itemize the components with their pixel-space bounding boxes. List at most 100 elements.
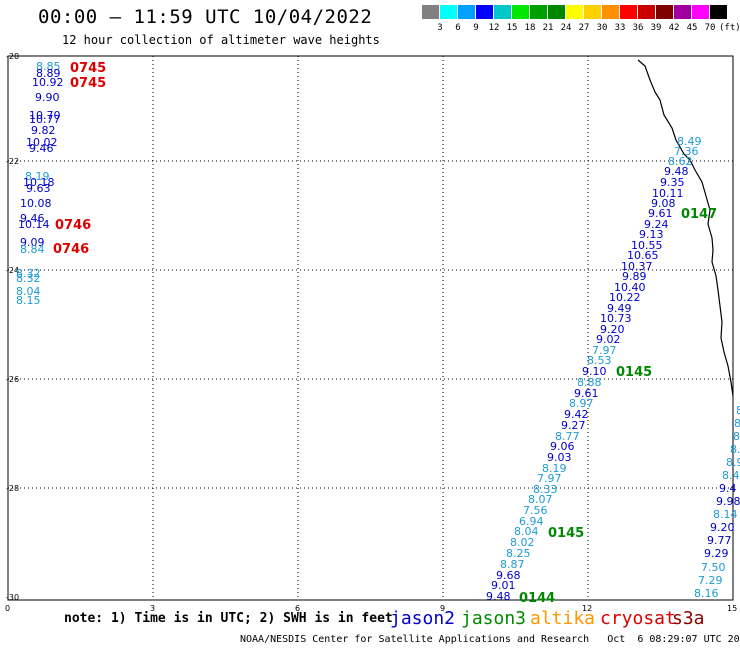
legend-unit: (ft) (719, 23, 740, 33)
satellite-label-altika: altika (530, 608, 596, 629)
legend-swatch (692, 5, 709, 19)
swh-value: 9.24 (644, 218, 669, 231)
legend-label: 27 (578, 23, 590, 33)
swh-value: 9.06 (550, 440, 575, 453)
pass-time: 0145 (616, 365, 652, 380)
map-frame (7, 55, 734, 601)
right-observations: 8 8 8 8. 8.9 8.4 9.4 9.98 8.14 9.20 9.77… (694, 404, 740, 600)
chart-subtitle: 12 hour collection of altimeter wave hei… (62, 33, 380, 47)
legend-swatch (674, 5, 691, 19)
legend-label: 36 (632, 23, 644, 33)
x-axis-label: 15 (727, 604, 737, 613)
legend-swatch (566, 5, 583, 19)
swh-value: 9.82 (31, 124, 56, 137)
swh-value: 8 (734, 417, 740, 430)
swh-value: 9.90 (35, 91, 60, 104)
pass-time: 0746 (53, 242, 89, 257)
swh-value: 9.46 (20, 212, 45, 225)
y-axis-label: -26 (6, 375, 19, 384)
legend-swatch (602, 5, 619, 19)
swh-value: 9.63 (26, 182, 51, 195)
legend-swatch (440, 5, 457, 19)
swh-value: 8.02 (510, 536, 535, 549)
swh-value: 8.85 (36, 60, 61, 73)
y-axis-label: -22 (6, 157, 19, 166)
swh-value: 8.14 (713, 508, 738, 521)
swh-value: 8.15 (16, 294, 41, 307)
pass-times: 0745 0745 0746 0746 0147 0145 0145 0144 (53, 61, 717, 606)
legend-swatch (620, 5, 637, 19)
legend-swatch (494, 5, 511, 19)
swh-value: 8.4 (722, 469, 740, 482)
swh-value: 7.29 (698, 574, 723, 587)
swh-value: 10.37 (621, 260, 653, 273)
y-axis-label: -24 (6, 266, 19, 275)
swh-value: 7.50 (701, 561, 726, 574)
swh-value: 10.70 (29, 109, 61, 122)
legend-label: 70 (704, 23, 716, 33)
legend-label: 33 (614, 23, 626, 33)
track-observations: 8.49 7.36 8.62 9.48 9.35 10.11 9.08 9.61… (486, 135, 702, 603)
x-axis-label: 12 (582, 604, 592, 613)
swh-value: 9.98 (716, 495, 740, 508)
legend-swatch (548, 5, 565, 19)
swh-value: 8.19 (25, 170, 50, 183)
legend-swatch (458, 5, 475, 19)
swh-value: 9.4 (719, 482, 737, 495)
swh-value: 9.29 (704, 547, 729, 560)
swh-value: 10.65 (627, 249, 659, 262)
legend-label: 21 (542, 23, 554, 33)
pass-time: 0745 (70, 76, 106, 91)
legend-swatch (476, 5, 493, 19)
swh-value: 10.02 (26, 136, 58, 149)
swh-value: 7.56 (523, 504, 548, 517)
swh-value: 10.22 (609, 291, 641, 304)
pass-time: 0746 (55, 218, 91, 233)
swh-value: 8.25 (506, 547, 531, 560)
swh-value: 8.62 (668, 155, 693, 168)
swh-value: 9.89 (622, 270, 647, 283)
legend-label: 6 (455, 23, 461, 33)
x-axis-label: 6 (295, 604, 300, 613)
swh-value: 9.61 (648, 207, 673, 220)
legend-label: 30 (596, 23, 608, 33)
swh-value: 9.48 (664, 165, 689, 178)
footer-credit: NOAA/NESDIS Center for Satellite Applica… (240, 634, 740, 645)
chart-title: 00:00 – 11:59 UTC 10/04/2022 (38, 6, 373, 28)
swh-value: 8.84 (20, 243, 45, 256)
swh-value: 10.73 (600, 312, 632, 325)
swh-value: 8.19 (542, 462, 567, 475)
swh-value: 8 (733, 430, 740, 443)
swh-value: 8.04 (514, 525, 539, 538)
swh-value: 7.36 (674, 145, 699, 158)
swh-value: 8.9 (726, 456, 740, 469)
swh-value: 9.48 (486, 590, 511, 603)
satellite-label-jason3: jason3 (461, 608, 527, 629)
legend-label: 18 (524, 23, 536, 33)
swh-value: 9.09 (20, 236, 45, 249)
pass-time: 0745 (70, 61, 106, 76)
swh-value: 9.01 (491, 579, 516, 592)
satellite-label-jason2: jason2 (390, 608, 456, 629)
swh-value: 9.20 (710, 521, 735, 534)
units-note: note: 1) Time is in UTC; 2) SWH is in fe… (64, 611, 393, 626)
swh-value: 8.04 (16, 285, 41, 298)
satellite-label-cryosat: cryosat (600, 608, 676, 629)
swh-value: 9.61 (574, 387, 599, 400)
legend-swatch (710, 5, 727, 19)
coastline (637, 59, 734, 397)
legend-swatch (656, 5, 673, 19)
swh-value: 10.14 (18, 218, 50, 231)
legend-label: 39 (650, 23, 662, 33)
swh-value: 9.20 (600, 323, 625, 336)
swh-value: 10.08 (20, 197, 52, 210)
legend-label: 45 (686, 23, 698, 33)
swh-value: 9.02 (596, 333, 621, 346)
pass-time: 0144 (519, 591, 555, 606)
swh-value: 8.32 (16, 267, 41, 280)
swh-value: 10.40 (614, 281, 646, 294)
swh-value: 9.13 (639, 228, 664, 241)
swh-value: 7.97 (592, 344, 617, 357)
grid-lines (8, 56, 733, 600)
